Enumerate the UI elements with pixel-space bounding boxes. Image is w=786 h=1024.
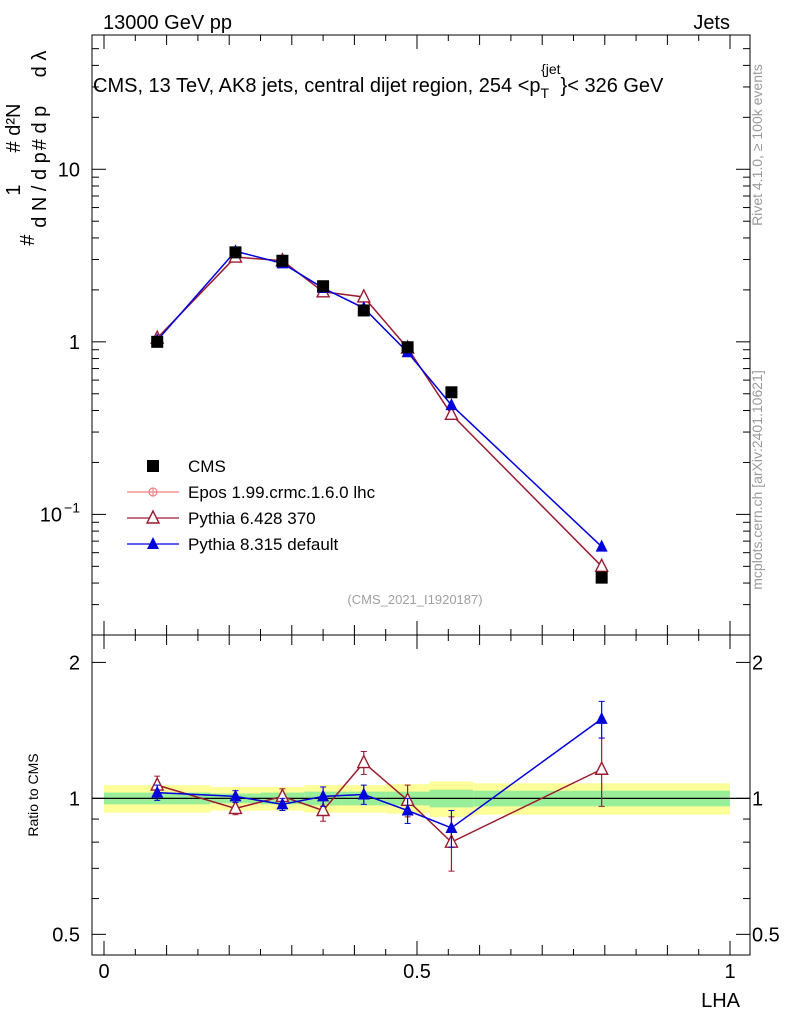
mcplots-label: mcplots.cern.ch [arXiv:2401.10621] (749, 370, 765, 589)
x-tick-label: 0 (98, 961, 109, 983)
data-point-triangle-filled (147, 537, 159, 549)
y-tick-label: 10 (40, 504, 62, 526)
y-label-numerator: # d²N (3, 104, 25, 153)
title-sup: {jet (541, 61, 561, 77)
ratio-uncertainty-band (104, 781, 730, 817)
y-tick-label: 1 (69, 332, 80, 354)
data-point-square (317, 280, 330, 293)
legend-label: Pythia 6.428 370 (188, 509, 316, 528)
ratio-line-2 (156, 761, 602, 844)
data-point-triangle-open (594, 557, 609, 573)
y-label-denominator: # d p (29, 106, 51, 150)
data-point-square (357, 304, 370, 317)
x-axis-label: LHA (701, 990, 741, 1012)
y-label-hash: # (17, 234, 39, 246)
y-label-lambda: d λ (29, 51, 51, 78)
data-point-triangle-open (356, 754, 371, 769)
main-data (150, 244, 609, 584)
y-axis-label: # (17, 234, 39, 246)
data-point-triangle-open (315, 801, 331, 817)
ratio-y-tick-label-right: 1 (752, 788, 763, 810)
data-point-square (401, 341, 414, 354)
legend-label: Pythia 8.315 default (188, 535, 339, 554)
title-suffix: }< 326 GeV (561, 75, 665, 97)
category-label: Jets (693, 12, 730, 34)
data-point-triangle-filled (357, 787, 370, 800)
y-label-dndpt: d N / d p (29, 152, 51, 228)
data-point-square (445, 386, 458, 399)
title-sub: T (541, 85, 550, 101)
data-point-triangle-filled (445, 398, 458, 411)
legend-label: Epos 1.99.crmc.1.6.0 lhc (188, 483, 376, 502)
legend-marker-circle-cross (148, 487, 158, 497)
data-point-triangle-filled (401, 803, 414, 816)
data-point-triangle-open (145, 509, 161, 524)
ratio-y-label: Ratio to CMS (25, 753, 41, 836)
data-point-triangle-filled (229, 789, 242, 802)
data-point-triangle-filled (595, 539, 608, 552)
x-tick-label: 1 (724, 961, 735, 983)
data-point-square (276, 254, 289, 267)
data-point-triangle-open (444, 405, 459, 421)
legend: CMS Epos 1.99.crmc.1.6.0 lhc Pythia 6.428 … (127, 457, 376, 554)
series-line-3 (156, 250, 603, 548)
data-point-square (151, 335, 164, 348)
data-point-triangle-open (594, 760, 609, 775)
legend-label: CMS (188, 457, 226, 476)
y-tick-exponent: −1 (64, 499, 80, 515)
energy-label: 13000 GeV pp (103, 12, 232, 34)
y-tick-label: 10 (58, 159, 80, 181)
data-point-triangle-filled (276, 797, 289, 810)
data-point-triangle-open (228, 799, 243, 815)
title-prefix: CMS, 13 TeV, AK8 jets, central dijet reg… (93, 75, 541, 97)
data-point-square (229, 246, 242, 259)
ratio-y-tick-label-right: 0.5 (752, 924, 780, 946)
data-point-triangle-filled (151, 785, 164, 798)
x-tick-label: 0.5 (403, 961, 431, 983)
data-point-square (147, 460, 159, 472)
ratio-y-tick-label: 0.5 (52, 924, 80, 946)
data-point-triangle-filled (445, 820, 458, 833)
ratio-data (150, 700, 609, 872)
series-line-2 (156, 256, 603, 567)
analysis-id: (CMS_2021_I1920187) (347, 592, 482, 607)
y-label-one: 1 (3, 184, 25, 195)
rivet-label: Rivet 4.1.0, ≥ 100k events (749, 64, 765, 226)
ratio-frame (91, 634, 751, 956)
data-point-square (595, 571, 608, 584)
ratio-y-tick-label-right: 2 (752, 652, 763, 674)
ratio-y-tick-label: 2 (69, 652, 80, 674)
ratio-y-tick-label: 1 (69, 788, 80, 810)
plot-title: CMS, 13 TeV, AK8 jets, central dijet reg… (93, 61, 664, 101)
data-point-triangle-filled (595, 711, 608, 724)
ratio-line-3 (157, 718, 603, 829)
ratio-axes: 0.5 0.5 1 1 2 2 0 0.5 1 (52, 634, 780, 983)
data-point-triangle-filled (317, 789, 330, 802)
